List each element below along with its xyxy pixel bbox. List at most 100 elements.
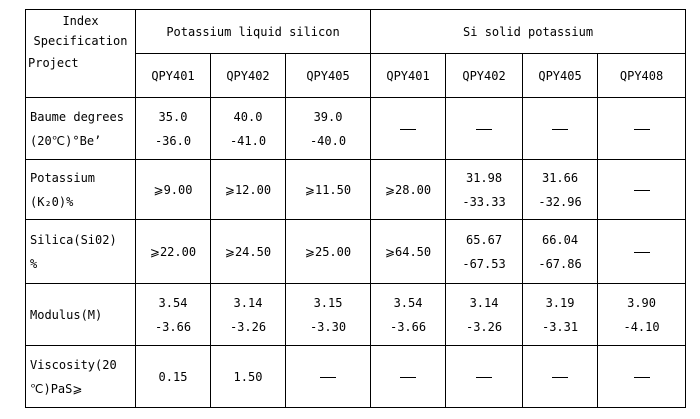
group-header-solid: Si solid potassium bbox=[370, 9, 687, 54]
value-line1: 3.90 bbox=[627, 295, 656, 310]
value-line1: 31.98 bbox=[465, 170, 503, 185]
value-cell: ⩾22.00 bbox=[135, 219, 211, 284]
value-line2: -32.96 bbox=[538, 194, 582, 209]
value-line1: ⩾24.50 bbox=[224, 244, 272, 259]
model-header: QPY402 bbox=[445, 53, 524, 98]
value-cell bbox=[445, 345, 524, 408]
value-cell: 35.0 -36.0 bbox=[135, 97, 211, 160]
value-cell: 66.04 -67.86 bbox=[522, 219, 599, 284]
value-line2: -33.33 bbox=[462, 194, 506, 209]
value-cell: 3.14 -3.26 bbox=[445, 283, 524, 346]
value-line1: ⩾28.00 bbox=[384, 182, 432, 197]
value-line1: ⩾9.00 bbox=[153, 182, 193, 197]
model-header: QPY401 bbox=[135, 53, 211, 98]
row-label-line1: Baume degrees bbox=[30, 109, 124, 124]
row-label-cell: Baume degrees (20℃)°Be’ bbox=[25, 97, 136, 160]
value-cell: ⩾12.00 bbox=[210, 159, 286, 220]
value-line2: -4.10 bbox=[623, 319, 660, 334]
value-line1: 66.04 bbox=[541, 232, 579, 247]
value-cell bbox=[597, 97, 687, 160]
row-label-cell: Viscosity(20 ℃)PaS⩾ bbox=[25, 345, 136, 408]
value-cell: 40.0 -41.0 bbox=[210, 97, 286, 160]
row-label-line1: Silica(Si02) bbox=[30, 232, 117, 247]
table-row: Potassium (K₂0)% ⩾9.00 ⩾12.00 ⩾11.50 ⩾28.00 31… bbox=[25, 159, 687, 220]
value-line2: -3.26 bbox=[465, 319, 503, 334]
row-label-line2: (K₂0)% bbox=[30, 194, 74, 209]
header-index: Index bbox=[62, 14, 99, 28]
value-cell: 1.50 bbox=[210, 345, 286, 408]
dash-placeholder bbox=[400, 376, 417, 378]
value-line1: 3.19 bbox=[545, 295, 575, 310]
dash-placeholder bbox=[320, 376, 337, 378]
value-cell: 31.98 -33.33 bbox=[445, 159, 524, 220]
value-line1: 0.15 bbox=[158, 369, 188, 384]
value-line2: -67.53 bbox=[462, 256, 506, 271]
dash-placeholder bbox=[552, 128, 569, 130]
value-line1: ⩾12.00 bbox=[224, 182, 272, 197]
value-line2: -3.26 bbox=[229, 319, 267, 334]
row-label-line2: % bbox=[30, 256, 38, 271]
model-header: QPY402 bbox=[210, 53, 286, 98]
row-label-cell: Modulus(M) bbox=[25, 283, 136, 346]
value-line1: 3.14 bbox=[469, 295, 499, 310]
value-line1: 31.66 bbox=[541, 170, 579, 185]
header-corner-cell: Index Specification Project bbox=[25, 9, 136, 98]
table-row: Silica(Si02)% ⩾22.00 ⩾24.50 ⩾25.00 ⩾64.50 65.… bbox=[25, 219, 687, 284]
row-label-cell: Potassium (K₂0)% bbox=[25, 159, 136, 220]
value-cell bbox=[445, 97, 524, 160]
value-cell: 3.54 -3.66 bbox=[135, 283, 211, 346]
value-cell: 3.15 -3.30 bbox=[284, 283, 372, 346]
value-cell bbox=[597, 219, 687, 284]
dash-placeholder bbox=[400, 128, 417, 130]
value-cell: ⩾28.00 bbox=[370, 159, 447, 220]
header-project: Project bbox=[28, 56, 79, 70]
dash-placeholder bbox=[633, 251, 650, 253]
table-row: Baume degrees (20℃)°Be’ 35.0 -36.0 40.0 -41.0… bbox=[25, 97, 687, 160]
value-line2: -3.66 bbox=[154, 319, 192, 334]
row-label-line1: Viscosity(20 bbox=[30, 357, 117, 372]
value-line2: -3.31 bbox=[541, 319, 579, 334]
value-cell bbox=[522, 345, 599, 408]
value-cell bbox=[522, 97, 599, 160]
value-cell: ⩾9.00 bbox=[135, 159, 211, 220]
dash-placeholder bbox=[476, 376, 493, 378]
dash-placeholder bbox=[476, 128, 493, 130]
value-cell: ⩾25.00 bbox=[284, 219, 372, 284]
row-label-line2: ℃)PaS⩾ bbox=[30, 381, 83, 396]
value-cell: 3.54 -3.66 bbox=[370, 283, 447, 346]
value-cell bbox=[370, 345, 447, 408]
value-cell: 65.67 -67.53 bbox=[445, 219, 524, 284]
value-line1: 35.0 bbox=[158, 109, 188, 124]
value-cell: 31.66 -32.96 bbox=[522, 159, 599, 220]
row-label-cell: Silica(Si02)% bbox=[25, 219, 136, 284]
value-cell: ⩾64.50 bbox=[370, 219, 447, 284]
value-cell: 39.0 -40.0 bbox=[284, 97, 372, 160]
value-cell: 3.19 -3.31 bbox=[522, 283, 599, 346]
dash-placeholder bbox=[633, 189, 650, 191]
value-line1: 39.0 bbox=[313, 109, 343, 124]
value-cell: ⩾11.50 bbox=[284, 159, 372, 220]
value-line1: ⩾64.50 bbox=[384, 244, 432, 259]
model-header: QPY401 bbox=[370, 53, 447, 98]
value-cell bbox=[597, 159, 687, 220]
dash-placeholder bbox=[633, 376, 650, 378]
model-header: QPY408 bbox=[597, 53, 687, 98]
value-line2: -3.66 bbox=[389, 319, 427, 334]
value-cell: 3.14 -3.26 bbox=[210, 283, 286, 346]
dash-placeholder bbox=[633, 128, 650, 130]
table-row: Modulus(M) 3.54 -3.66 3.14 -3.26 3.15 -3.30 3.5… bbox=[25, 283, 687, 346]
value-line1: 1.50 bbox=[233, 369, 263, 384]
row-label-line2: (20℃)°Be’ bbox=[30, 133, 102, 148]
value-cell: ⩾24.50 bbox=[210, 219, 286, 284]
value-line1: 3.54 bbox=[158, 295, 188, 310]
value-cell bbox=[597, 345, 687, 408]
value-cell: 0.15 bbox=[135, 345, 211, 408]
value-cell bbox=[370, 97, 447, 160]
value-line1: 3.54 bbox=[393, 295, 423, 310]
row-label-line1: Modulus(M) bbox=[30, 307, 103, 322]
value-line2: -36.0 bbox=[154, 133, 192, 148]
header-specification: Specification bbox=[33, 34, 128, 48]
specification-table: Index Specification Project Potassium li… bbox=[25, 9, 687, 408]
value-line1: 3.15 bbox=[313, 295, 343, 310]
dash-placeholder bbox=[552, 376, 569, 378]
